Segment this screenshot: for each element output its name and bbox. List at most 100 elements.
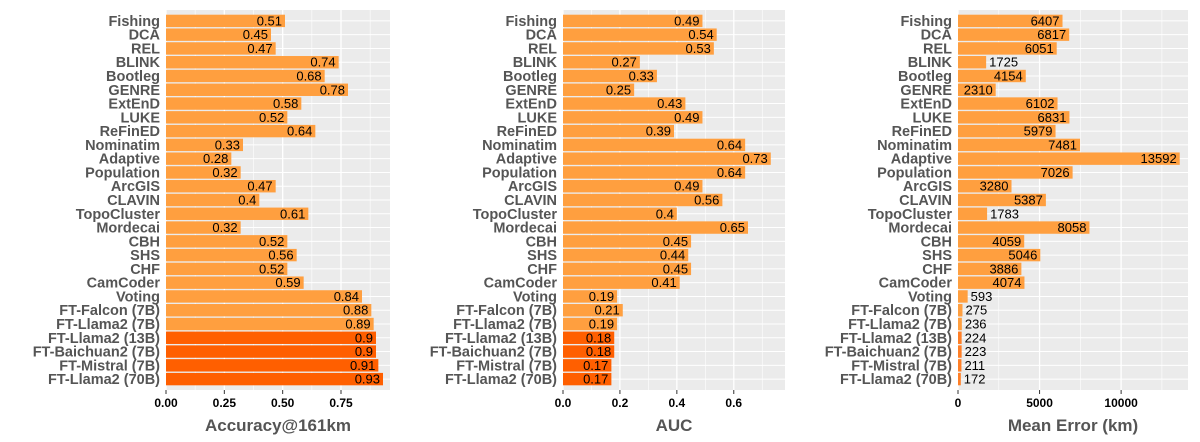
value-label: 0.89: [345, 317, 370, 332]
value-label: 0.56: [268, 248, 293, 263]
value-label: 0.21: [594, 303, 619, 318]
value-label: 0.18: [586, 344, 611, 359]
category-label: Bootleg: [898, 69, 952, 85]
bar: [958, 372, 961, 386]
x-tick-label: 0: [955, 396, 962, 410]
value-label: 0.88: [343, 303, 368, 318]
x-tick-label: 0.4: [669, 396, 686, 410]
bar: [958, 248, 1041, 262]
x-tick-label: 0.2: [612, 396, 629, 410]
bar: [958, 317, 962, 331]
category-label: TopoCluster: [473, 207, 558, 223]
value-label: 0.45: [663, 261, 688, 276]
category-label: Fishing: [900, 14, 952, 30]
category-label: Nominatim: [482, 138, 557, 154]
category-label: Bootleg: [503, 69, 557, 85]
bar: [563, 235, 692, 248]
category-label: Mordecai: [493, 221, 557, 237]
bar: [166, 276, 304, 289]
category-label: REL: [131, 41, 160, 57]
bar: [166, 56, 339, 69]
value-label: 0.19: [589, 289, 614, 304]
bar: [958, 345, 962, 358]
value-label: 0.59: [275, 275, 300, 290]
bar: [166, 221, 241, 234]
category-label: BLINK: [513, 55, 558, 71]
category-label: CHF: [527, 262, 557, 278]
value-label: 0.93: [355, 372, 380, 387]
bar: [166, 180, 276, 193]
category-label: ReFinED: [100, 124, 160, 140]
bar: [563, 359, 612, 372]
value-label: 0.17: [583, 372, 608, 387]
category-label: BLINK: [116, 55, 161, 71]
category-label: CLAVIN: [107, 193, 160, 209]
value-label: 0.43: [657, 96, 682, 111]
value-label: 0.45: [243, 27, 268, 42]
value-label: 224: [965, 330, 987, 345]
value-label: 0.9: [355, 344, 373, 359]
bar: [166, 304, 372, 317]
category-label: Population: [482, 165, 557, 181]
bar: [563, 248, 689, 262]
value-label: 223: [965, 344, 987, 359]
bar: [563, 276, 680, 289]
category-label: FT-Mistral (7B): [851, 358, 952, 374]
category-label: ExtEnD: [900, 97, 952, 113]
value-label: 0.19: [589, 317, 614, 332]
bar: [958, 56, 987, 69]
bar: [563, 56, 640, 69]
category-label: SHS: [922, 248, 952, 264]
bar: [563, 304, 623, 317]
value-label: 2310: [964, 82, 993, 97]
value-label: 1783: [990, 206, 1019, 221]
value-label: 0.45: [663, 234, 688, 249]
bar: [958, 235, 1025, 248]
category-label: CLAVIN: [504, 193, 557, 209]
value-label: 0.78: [320, 82, 345, 97]
value-label: 0.33: [215, 137, 240, 152]
value-label: 0.39: [646, 124, 671, 139]
bar: [166, 235, 288, 248]
value-label: 0.49: [674, 13, 699, 28]
bar: [563, 221, 748, 234]
bar: [166, 331, 376, 344]
bar: [166, 359, 379, 372]
category-label: FT-Llama2 (13B): [48, 331, 160, 347]
category-label: REL: [528, 41, 557, 57]
value-label: 0.32: [212, 220, 237, 235]
value-label: 4074: [993, 275, 1022, 290]
value-label: 0.64: [287, 124, 312, 139]
value-label: 0.52: [259, 261, 284, 276]
bar: [958, 290, 968, 303]
category-label: Nominatim: [85, 138, 160, 154]
category-label: DCA: [129, 28, 161, 44]
value-label: 0.17: [583, 358, 608, 373]
bar: [563, 83, 635, 96]
category-label: FT-Mistral (7B): [59, 358, 160, 374]
value-label: 6407: [1031, 13, 1060, 28]
bar: [166, 193, 260, 207]
bar: [958, 97, 1058, 110]
bar: [166, 166, 241, 179]
bar: [166, 248, 297, 262]
x-tick-label: 5000: [1026, 396, 1053, 410]
bar: [958, 14, 1063, 28]
x-tick-label: 0.75: [329, 396, 353, 410]
bar: [563, 345, 615, 358]
x-tick-label: 0.00: [154, 396, 178, 410]
category-label: CBH: [921, 234, 952, 250]
category-label: LUKE: [518, 110, 558, 126]
value-label: 7481: [1048, 137, 1077, 152]
category-label: Population: [877, 165, 952, 181]
category-label: FT-Baichuan2 (7B): [33, 345, 160, 361]
value-label: 0.32: [212, 165, 237, 180]
bar: [166, 262, 288, 276]
category-label: LUKE: [121, 110, 161, 126]
category-label: ReFinED: [892, 124, 952, 140]
bar: [958, 304, 963, 317]
bar: [166, 14, 285, 28]
category-label: FT-Falcon (7B): [851, 303, 952, 319]
value-label: 0.49: [674, 179, 699, 194]
value-label: 0.47: [247, 179, 272, 194]
